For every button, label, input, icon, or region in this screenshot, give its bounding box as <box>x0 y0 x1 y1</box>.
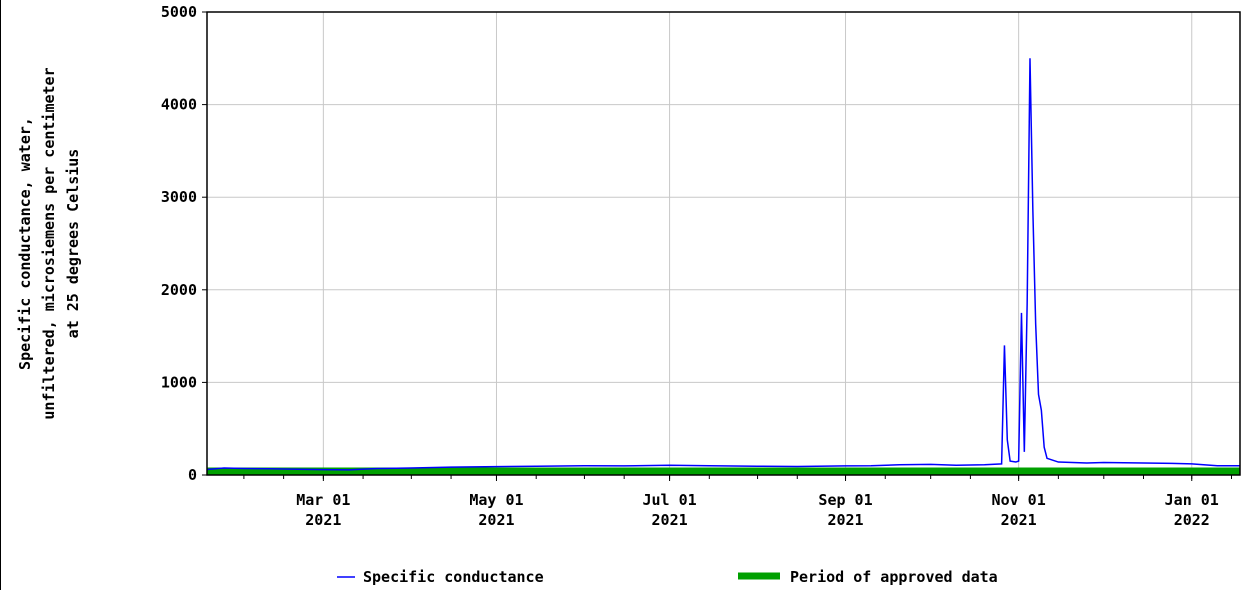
y-axis-label-line: unfiltered, microsiemens per centimeter <box>40 67 58 419</box>
y-axis-label: Specific conductance, water, unfiltered, … <box>16 67 82 419</box>
x-tick-label: Sep 01 <box>818 491 872 509</box>
y-tick-label: 3000 <box>161 188 197 206</box>
x-tick-label: Jan 01 <box>1165 491 1219 509</box>
x-tick-label: 2022 <box>1174 511 1210 529</box>
x-tick-label: 2021 <box>827 511 863 529</box>
y-axis-label-line: at 25 degrees Celsius <box>64 149 82 339</box>
x-tick-label: Nov 01 <box>992 491 1046 509</box>
y-axis-label-line: Specific conductance, water, <box>16 117 34 370</box>
y-tick-label: 2000 <box>161 281 197 299</box>
x-tick-label: Jul 01 <box>642 491 696 509</box>
x-tick-label: Mar 01 <box>296 491 350 509</box>
x-tick-label: 2021 <box>1001 511 1037 529</box>
y-tick-label: 5000 <box>161 3 197 21</box>
legend-label: Specific conductance <box>363 568 544 586</box>
y-tick-label: 1000 <box>161 373 197 391</box>
x-tick-label: 2021 <box>478 511 514 529</box>
x-tick-label: 2021 <box>305 511 341 529</box>
x-tick-label: 2021 <box>652 511 688 529</box>
y-tick-label: 4000 <box>161 96 197 114</box>
plot-frame <box>206 11 1241 476</box>
x-tick-label: May 01 <box>469 491 523 509</box>
legend-label: Period of approved data <box>790 568 998 586</box>
series-line <box>206 58 1240 471</box>
y-tick-label: 0 <box>188 466 197 484</box>
